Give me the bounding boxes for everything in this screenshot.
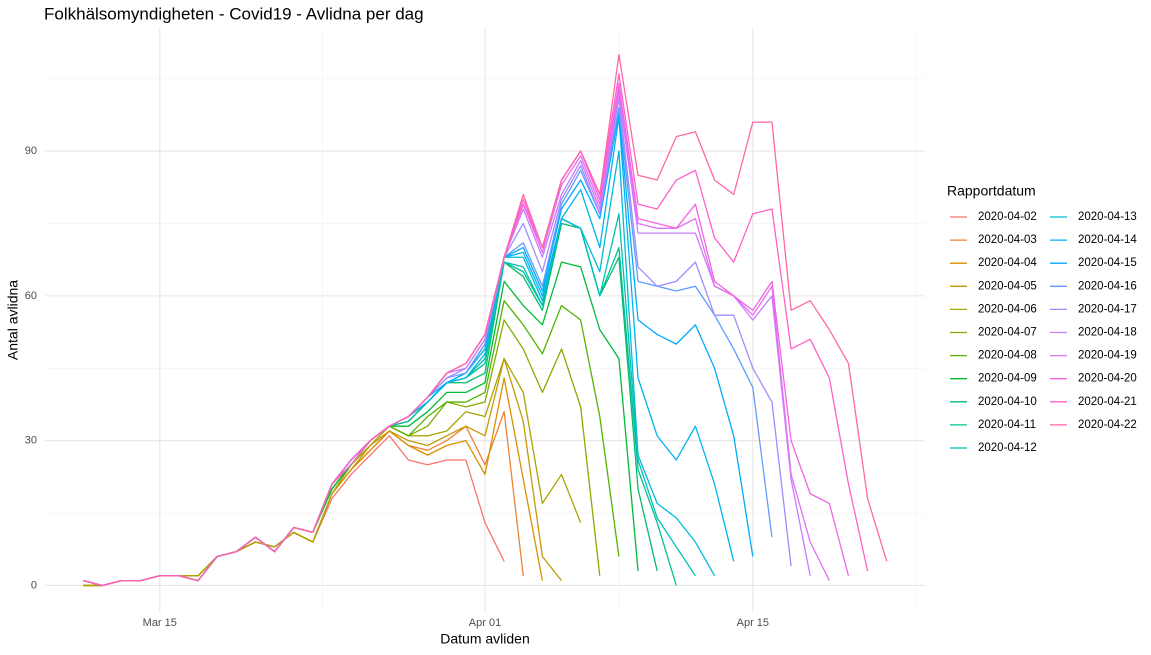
legend-label: 2020-04-16 bbox=[1078, 280, 1137, 292]
legend-label: 2020-04-21 bbox=[1078, 396, 1137, 408]
legend-label: 2020-04-13 bbox=[1078, 211, 1137, 223]
legend-label: 2020-04-14 bbox=[1078, 234, 1137, 246]
series-line bbox=[83, 300, 620, 587]
series-line bbox=[83, 377, 544, 587]
series-line bbox=[83, 53, 888, 587]
legend-label: 2020-04-20 bbox=[1078, 373, 1137, 385]
series-line bbox=[83, 87, 830, 587]
legend-label: 2020-04-07 bbox=[978, 327, 1037, 339]
series-line bbox=[83, 222, 658, 587]
x-tick-label: Apr 01 bbox=[469, 617, 501, 629]
series-line bbox=[83, 106, 773, 587]
legend-label: 2020-04-02 bbox=[978, 211, 1037, 223]
legend-label: 2020-04-08 bbox=[978, 350, 1037, 362]
y-tick-label: 60 bbox=[25, 290, 37, 302]
x-tick-label: Apr 15 bbox=[737, 617, 769, 629]
legend-title: Rapportdatum bbox=[947, 183, 1036, 199]
legend-label: 2020-04-18 bbox=[1078, 327, 1137, 339]
y-tick-label: 30 bbox=[25, 435, 37, 447]
series-line bbox=[83, 319, 601, 587]
legend-label: 2020-04-09 bbox=[978, 373, 1037, 385]
series-line bbox=[83, 97, 792, 587]
x-axis-title: Datum avliden bbox=[440, 631, 530, 647]
legend-label: 2020-04-22 bbox=[1078, 419, 1137, 431]
legend-label: 2020-04-04 bbox=[978, 257, 1037, 269]
chart-title: Folkhälsomyndigheten - Covid19 - Avlidna… bbox=[44, 4, 424, 23]
legend-label: 2020-04-06 bbox=[978, 303, 1037, 315]
legend-label: 2020-04-17 bbox=[1078, 303, 1137, 315]
series-line bbox=[83, 411, 524, 587]
legend-label: 2020-04-19 bbox=[1078, 350, 1137, 362]
legend-label: 2020-04-03 bbox=[978, 234, 1037, 246]
y-tick-label: 0 bbox=[31, 579, 37, 591]
legend-label: 2020-04-10 bbox=[978, 396, 1037, 408]
series-line bbox=[83, 357, 582, 587]
series-line bbox=[83, 261, 639, 587]
series-line bbox=[83, 82, 850, 587]
x-tick-label: Mar 15 bbox=[143, 617, 177, 629]
legend-label: 2020-04-12 bbox=[978, 442, 1037, 454]
legend-label: 2020-04-05 bbox=[978, 280, 1037, 292]
series-line bbox=[83, 217, 677, 587]
series-line bbox=[83, 111, 754, 587]
y-axis-title: Antal avlidna bbox=[5, 280, 21, 360]
series-line bbox=[83, 213, 696, 587]
legend-label: 2020-04-11 bbox=[978, 419, 1036, 431]
series-line bbox=[83, 435, 505, 587]
y-tick-label: 90 bbox=[25, 145, 37, 157]
legend-label: 2020-04-15 bbox=[1078, 257, 1137, 269]
